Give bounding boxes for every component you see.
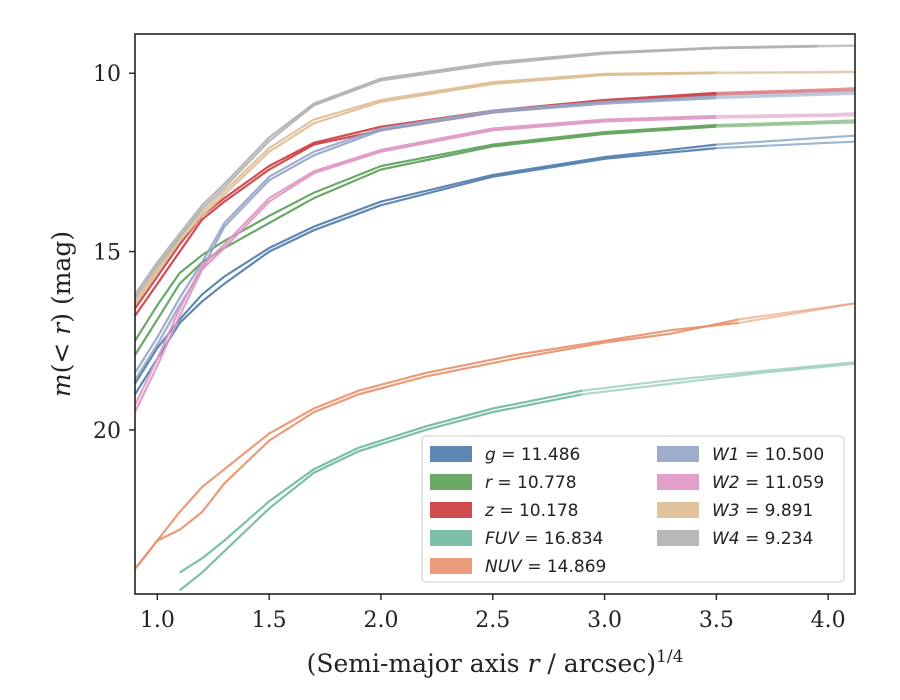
series-line-r-alt	[135, 123, 717, 342]
series-line-FUV-alt-extrapolated	[582, 362, 855, 396]
legend-swatch-W3	[657, 502, 699, 518]
legend-label-FUV: FUV = 16.834	[485, 529, 603, 549]
x-tick-label: 2.5	[475, 608, 510, 633]
series-line-FUV-alt	[179, 393, 583, 592]
x-tick-label: 1.0	[140, 608, 175, 633]
legend-label-W3: W3 = 9.891	[712, 501, 813, 521]
series-line-FUV-main-extrapolated	[582, 361, 855, 392]
x-axis-label: (Semi-major axis r / arcsec)1/4	[307, 647, 684, 678]
series-line-W3-alt-extrapolated	[716, 70, 855, 74]
series-line-W1-alt-extrapolated	[716, 91, 855, 98]
legend-swatch-W4	[657, 530, 699, 546]
legend-swatch-NUV	[430, 558, 472, 574]
legend-swatch-r	[430, 474, 472, 490]
series-line-g-alt	[135, 143, 717, 385]
series-line-W4-alt	[135, 44, 818, 296]
series-line-W1-main	[135, 97, 717, 381]
x-tick-label: 4.0	[811, 608, 846, 633]
series-z	[135, 87, 855, 317]
series-line-z-alt-extrapolated	[716, 87, 855, 94]
series-line-W2-main	[135, 116, 717, 413]
series-line-NUV-alt-extrapolated	[738, 302, 855, 321]
tick-layer: 1.0 1.5 2.0 2.5 3.0 3.5 4.0 10 15 20	[93, 62, 846, 633]
series-line-r-alt-extrapolated	[716, 119, 855, 127]
x-tick-label: 3.5	[699, 608, 734, 633]
series-line-W1-alt	[135, 95, 717, 374]
series-NUV	[135, 302, 855, 570]
series-line-r-main-extrapolated	[716, 121, 855, 128]
y-tick-label: 10	[93, 62, 121, 87]
legend-label-g: g = 11.486	[485, 445, 580, 465]
series-W2	[135, 112, 855, 413]
legend-label-NUV: NUV = 14.869	[485, 557, 606, 577]
legend-swatch-W1	[657, 446, 699, 462]
series-line-W2-alt	[135, 114, 717, 406]
legend-label-W1: W1 = 10.500	[712, 445, 824, 465]
x-tick-label: 3.0	[587, 608, 622, 633]
legend-label-z: z = 10.178	[484, 501, 578, 521]
y-tick-label: 20	[93, 419, 121, 444]
series-line-W1-main-extrapolated	[716, 92, 855, 100]
plot-frame	[134, 33, 856, 595]
x-tick-label: 2.0	[363, 608, 398, 633]
series-line-z-main	[135, 93, 717, 317]
series-FUV	[179, 361, 855, 592]
legend-label-r: r = 10.778	[485, 473, 577, 493]
series-r	[135, 119, 855, 356]
series-line-W3-main	[135, 72, 717, 306]
x-tick-label: 1.5	[252, 608, 287, 633]
legend-swatch-g	[430, 446, 472, 462]
series-line-g-alt-extrapolated	[716, 134, 855, 146]
series-line-FUV-main	[179, 389, 583, 574]
series-line-NUV-alt	[135, 318, 739, 570]
legend-box	[421, 435, 845, 583]
series-line-NUV-main	[135, 321, 739, 570]
y-axis-label: m(< r) (mag)	[47, 231, 76, 397]
series-W4	[135, 44, 855, 299]
series-line-z-alt	[135, 91, 717, 310]
legend-label-W4: W4 = 9.234	[712, 529, 813, 549]
legend-swatch-FUV	[430, 530, 472, 546]
series-line-W2-main-extrapolated	[716, 114, 855, 119]
legend-swatch-z	[430, 502, 472, 518]
series-line-W2-alt-extrapolated	[716, 112, 855, 118]
series-layer	[135, 44, 855, 592]
series-line-r-main	[135, 125, 717, 356]
series-line-z-main-extrapolated	[716, 89, 855, 96]
series-line-g-main-extrapolated	[716, 140, 855, 150]
y-tick-label: 15	[93, 241, 121, 266]
legend: g = 11.486 r = 10.778 z = 10.178 FUV = 16.8…	[421, 435, 845, 583]
series-W1	[135, 91, 855, 381]
legend-swatch-W2	[657, 474, 699, 490]
legend-label-W2: W2 = 11.059	[712, 473, 824, 493]
